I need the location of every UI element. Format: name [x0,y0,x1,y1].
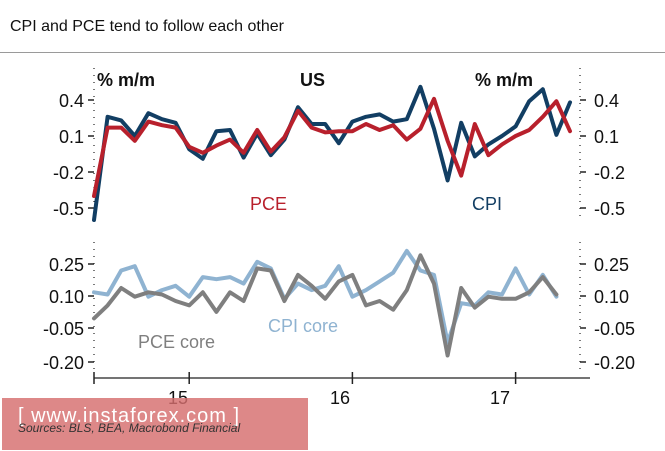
ylabel-left: % m/m [97,70,155,90]
x-tick-label: 16 [330,388,350,408]
chart-labels: 0.4 0.4 0.1 0.1 -0.2 -0.2 -0.5 -0.5 PCE CPI 0.25 0.… [43,70,635,408]
series-label-pce: PCE [250,194,287,214]
title-divider [0,52,665,53]
left-tick-label: 0.25 [49,255,84,275]
x-tick-label: 17 [490,388,510,408]
region-label: US [300,70,325,90]
right-tick-label: 0.10 [594,287,629,307]
series-label-pce-core: PCE core [138,332,215,352]
right-tick-label: 0.25 [594,255,629,275]
ylabel-right: % m/m [475,70,533,90]
right-tick-label: -0.20 [594,353,635,373]
watermark-text: [ www.instaforex.com ] [18,405,241,427]
right-tick-label: -0.2 [594,163,625,183]
axes [88,68,590,384]
chart-title: CPI and PCE tend to follow each other [10,18,284,35]
left-tick-label: -0.05 [43,319,84,339]
source-note: Sources: BLS, BEA, Macrobond Financial [18,421,241,435]
left-tick-label: -0.2 [53,163,84,183]
left-tick-label: 0.4 [59,91,84,111]
left-tick-label: 0.10 [49,287,84,307]
series-line-pce [92,96,572,198]
series-line-pce-core [92,253,559,358]
right-tick-label: -0.5 [594,199,625,219]
right-tick-label: -0.05 [594,319,635,339]
watermark-banner [2,398,308,450]
left-tick-label: 0.1 [59,127,84,147]
right-tick-label: 0.1 [594,127,619,147]
series-label-cpi: CPI [472,194,502,214]
right-tick-label: 0.4 [594,91,619,111]
chart-marks [92,84,572,358]
left-tick-label: -0.5 [53,199,84,219]
series-label-cpi-core: CPI core [268,316,338,336]
left-tick-label: -0.20 [43,353,84,373]
series-line-cpi-core [92,248,559,345]
